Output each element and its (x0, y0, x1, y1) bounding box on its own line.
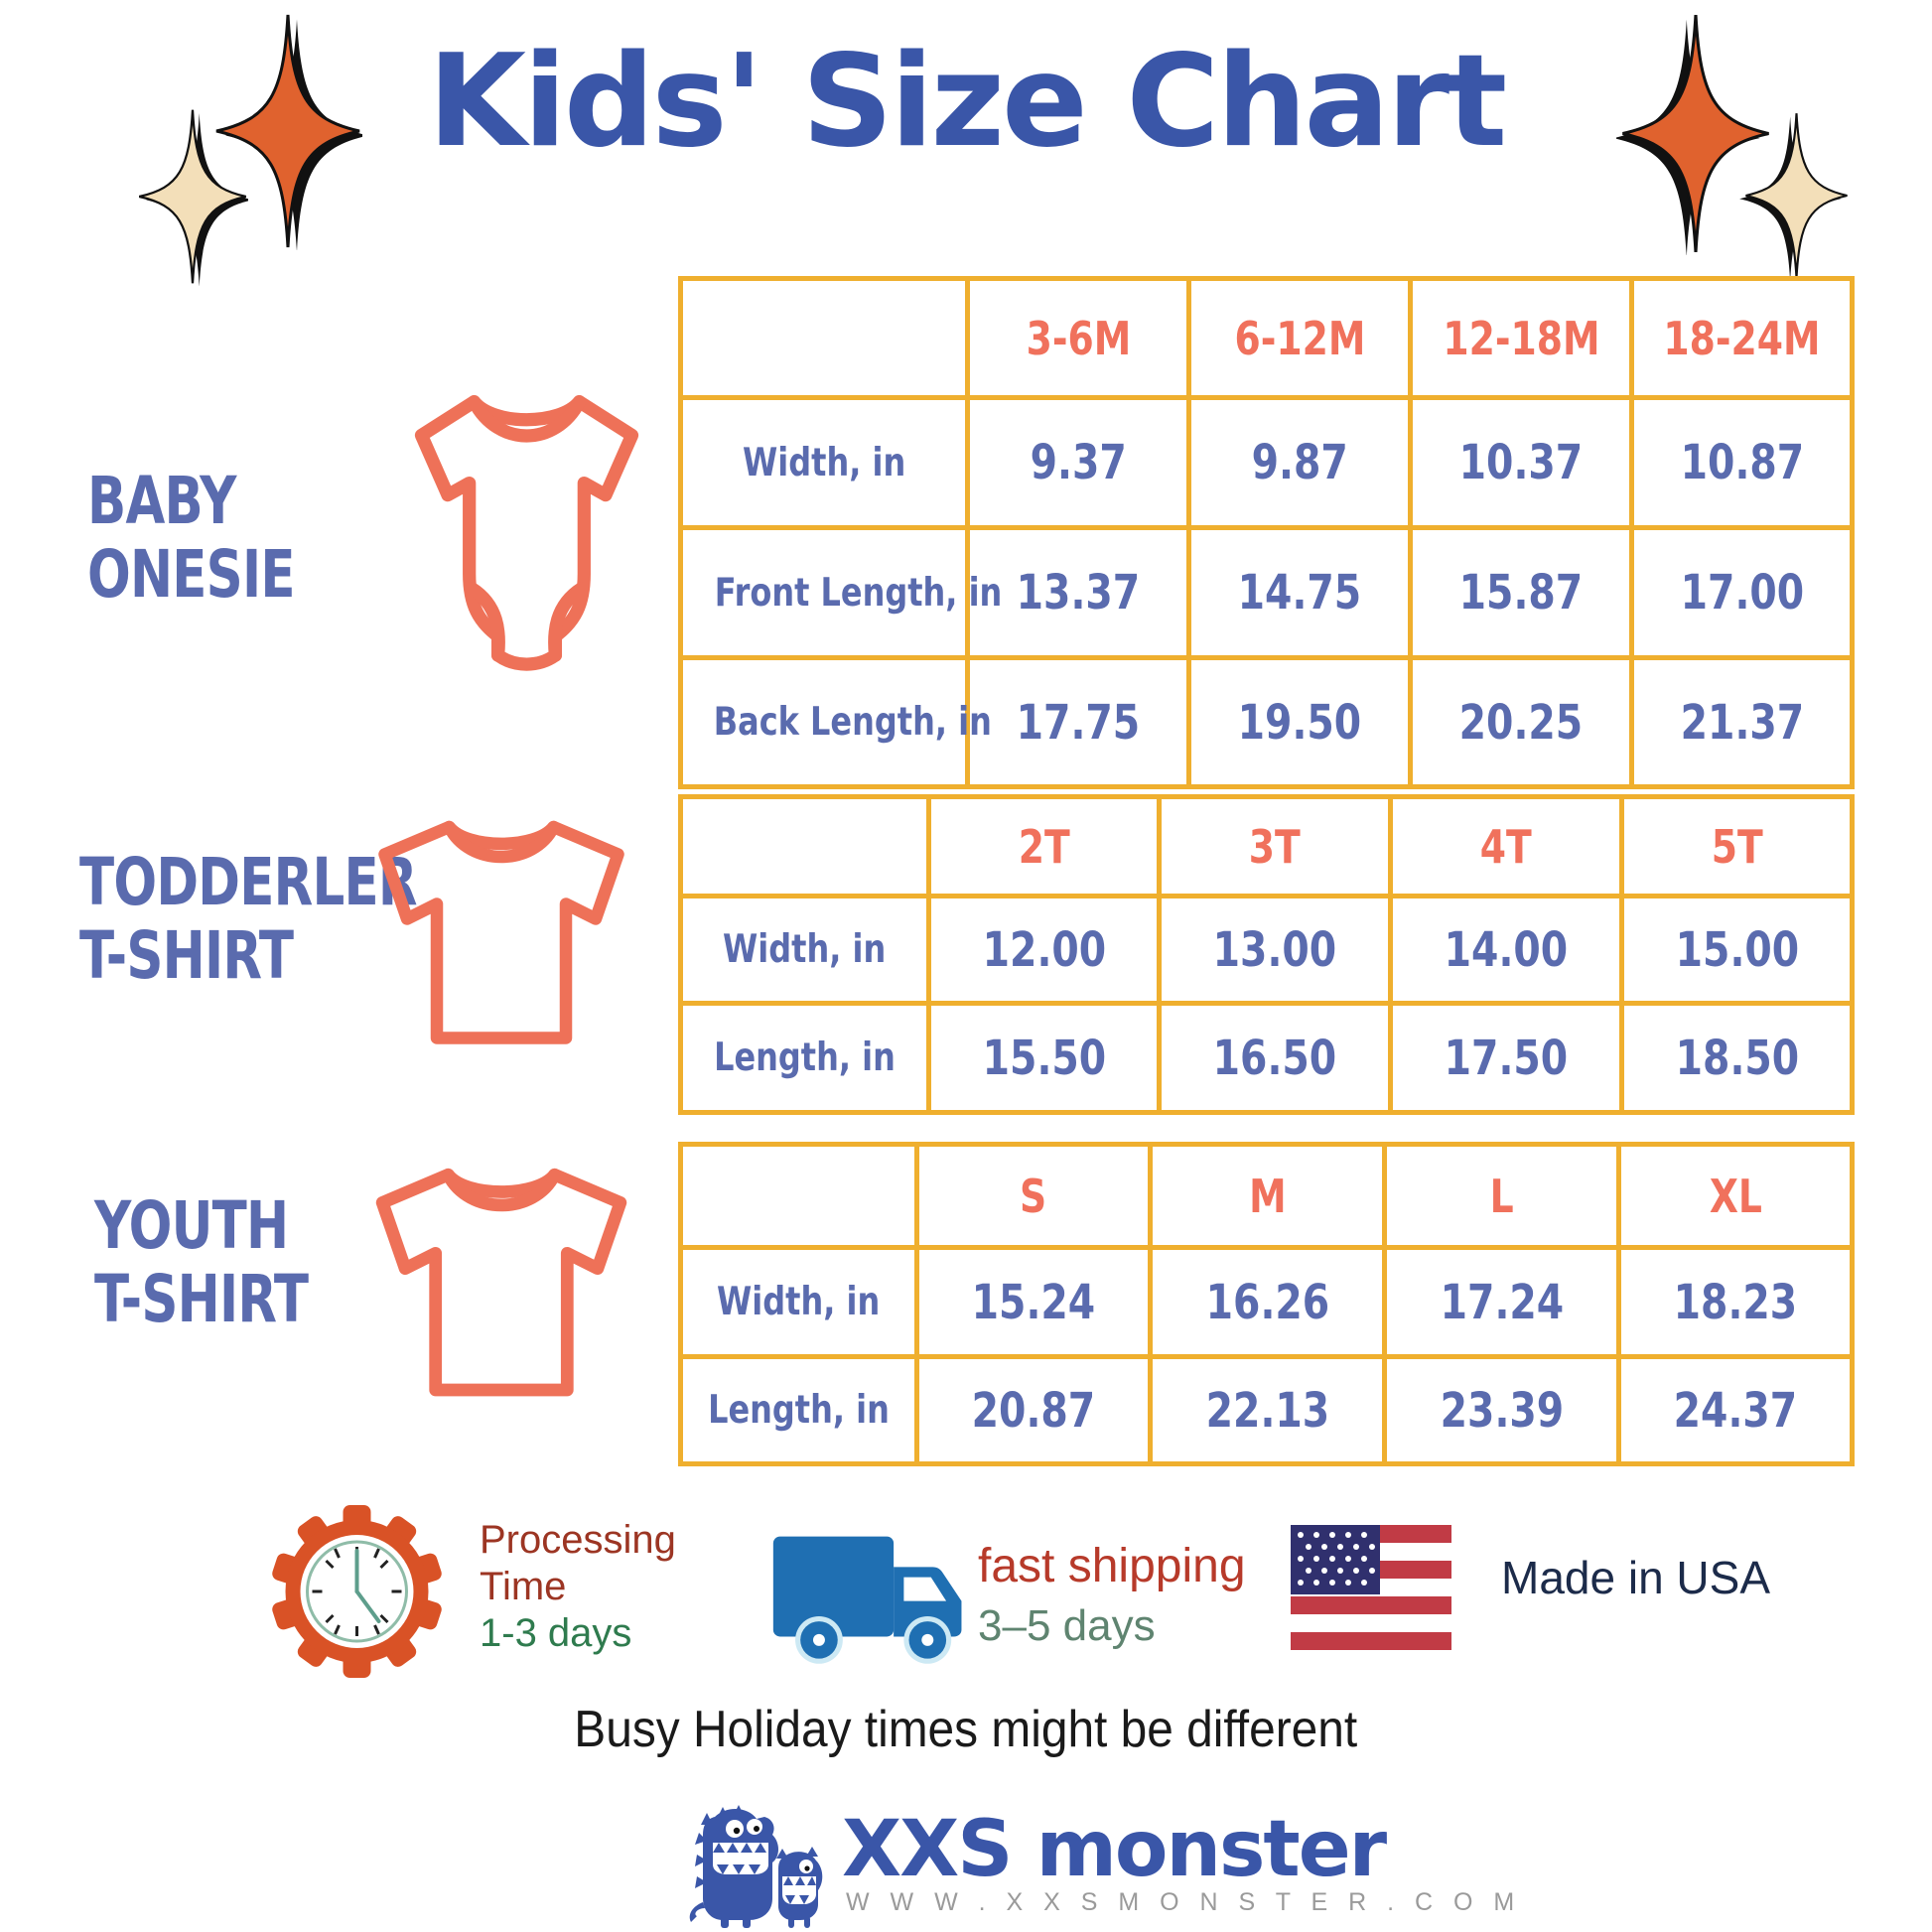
measure-label-cell: Length, in (678, 1354, 919, 1466)
youth-tshirt-size-table: S M L XL Width, in 15.24 16.26 17.24 18.… (678, 1142, 1855, 1466)
table-row: 3-6M 6-12M 12-18M 18-24M (678, 276, 1855, 400)
size-value-cell: 16.26 (1148, 1245, 1387, 1359)
toddler-tshirt-icon (378, 820, 624, 1044)
section-label-youth-tshirt: YOUTH T-SHIRT (94, 1187, 309, 1337)
processing-days: 1-3 days (480, 1611, 632, 1655)
size-value-cell: 15.87 (1408, 525, 1634, 660)
size-header-cell: 3T (1157, 794, 1393, 898)
size-value-cell: 16.50 (1157, 1001, 1393, 1115)
size-value-cell: 24.37 (1616, 1354, 1855, 1466)
youth-tshirt-icon (375, 1168, 627, 1397)
size-value-cell: 21.37 (1629, 655, 1855, 789)
size-header-cell: M (1148, 1142, 1387, 1250)
size-header-cell: XL (1616, 1142, 1855, 1250)
size-value-cell: 13.37 (965, 525, 1191, 660)
measure-label-cell: Width, in (678, 1245, 919, 1359)
toddler-tshirt-size-table: 2T 3T 4T 5T Width, in 12.00 13.00 14.00 … (678, 794, 1855, 1115)
measure-label-cell: Width, in (678, 395, 970, 530)
size-header-cell: 3-6M (965, 276, 1191, 400)
us-flag-icon (1291, 1525, 1451, 1652)
shipping-truck-icon (772, 1536, 962, 1664)
size-header-cell: S (914, 1142, 1153, 1250)
table-row: Back Length, in 17.75 19.50 20.25 21.37 (678, 655, 1855, 789)
table-row: Front Length, in 13.37 14.75 15.87 17.00 (678, 525, 1855, 660)
brand-name: XXS monster (842, 1805, 1387, 1894)
measure-label-cell: Front Length, in (678, 525, 1002, 660)
size-value-cell: 9.87 (1186, 395, 1413, 530)
corner-cell (678, 276, 970, 400)
table-row: Width, in 15.24 16.26 17.24 18.23 (678, 1245, 1855, 1359)
brand-website: W W W . X X S M O N S T E R . C O M (846, 1888, 1522, 1916)
section-label-toddler-tshirt: TODDERLER T-SHIRT (79, 844, 418, 994)
section-label-baby-onesie: BABY ONESIE (87, 463, 296, 613)
size-header-cell: 2T (926, 794, 1162, 898)
processing-line-2: Time (480, 1565, 567, 1608)
size-value-cell: 14.75 (1186, 525, 1413, 660)
baby-onesie-size-table: 3-6M 6-12M 12-18M 18-24M Width, in 9.37 … (678, 276, 1855, 789)
size-value-cell: 17.75 (965, 655, 1191, 789)
measure-label-cell: Length, in (678, 1001, 931, 1115)
size-value-cell: 9.37 (965, 395, 1191, 530)
size-header-cell: 5T (1619, 794, 1855, 898)
sparkle-star-icon (1616, 14, 1769, 255)
table-row: Width, in 9.37 9.87 10.37 10.87 (678, 395, 1855, 530)
size-value-cell: 18.23 (1616, 1245, 1855, 1359)
baby-onesie-icon (414, 395, 639, 671)
size-value-cell: 15.50 (926, 1001, 1162, 1115)
corner-cell (678, 1142, 919, 1250)
size-header-cell: 6-12M (1186, 276, 1413, 400)
processing-time-text: Processing Time 1-3 days (480, 1517, 676, 1657)
size-value-cell: 13.00 (1157, 894, 1393, 1006)
size-header-cell: 4T (1388, 794, 1624, 898)
table-row: S M L XL (678, 1142, 1855, 1250)
size-value-cell: 20.87 (914, 1354, 1153, 1466)
table-row: 2T 3T 4T 5T (678, 794, 1855, 898)
measure-label-cell: Width, in (678, 894, 931, 1006)
table-row: Length, in 15.50 16.50 17.50 18.50 (678, 1001, 1855, 1115)
holiday-note: Busy Holiday times might be different (574, 1701, 1358, 1758)
size-value-cell: 14.00 (1388, 894, 1624, 1006)
sparkle-star-icon (138, 109, 248, 286)
measure-label-cell: Back Length, in (678, 655, 992, 789)
size-header-cell: 12-18M (1408, 276, 1634, 400)
processing-line-1: Processing (480, 1518, 676, 1562)
corner-cell (678, 794, 931, 898)
shipping-days: 3–5 days (978, 1601, 1156, 1650)
size-value-cell: 23.39 (1382, 1354, 1621, 1466)
made-in-usa-text: Made in USA (1501, 1552, 1771, 1603)
sparkle-star-icon (215, 14, 362, 250)
size-value-cell: 10.87 (1629, 395, 1855, 530)
size-value-cell: 22.13 (1148, 1354, 1387, 1466)
size-header-cell: 18-24M (1629, 276, 1855, 400)
size-value-cell: 12.00 (926, 894, 1162, 1006)
size-value-cell: 19.50 (1186, 655, 1413, 789)
xxs-monster-logo-icon (689, 1805, 823, 1928)
size-value-cell: 15.24 (914, 1245, 1153, 1359)
table-row: Length, in 20.87 22.13 23.39 24.37 (678, 1354, 1855, 1466)
size-value-cell: 18.50 (1619, 1001, 1855, 1115)
size-value-cell: 15.00 (1619, 894, 1855, 1006)
size-value-cell: 10.37 (1408, 395, 1634, 530)
fast-shipping-text: fast shipping 3–5 days (978, 1539, 1246, 1651)
size-value-cell: 17.50 (1388, 1001, 1624, 1115)
table-row: Width, in 12.00 13.00 14.00 15.00 (678, 894, 1855, 1006)
shipping-line-1: fast shipping (978, 1540, 1246, 1592)
processing-gear-clock-icon (272, 1505, 442, 1678)
size-header-cell: L (1382, 1142, 1621, 1250)
size-value-cell: 17.24 (1382, 1245, 1621, 1359)
size-value-cell: 20.25 (1408, 655, 1634, 789)
page-title: Kids' Size Chart (427, 28, 1507, 176)
size-value-cell: 17.00 (1629, 525, 1855, 660)
